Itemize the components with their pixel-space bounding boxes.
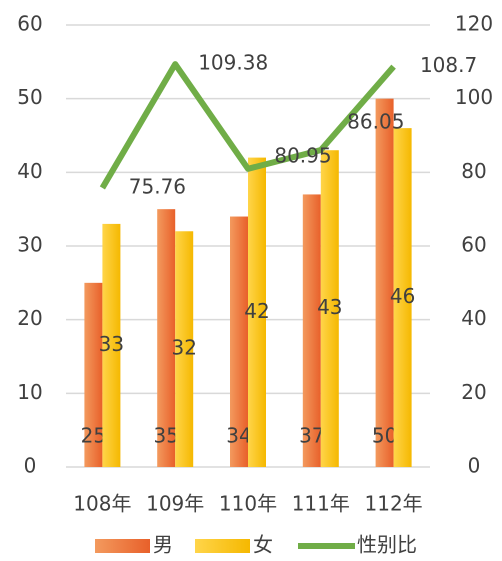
x-tick-label: 109年 xyxy=(146,492,204,516)
y-tick-label: 20 xyxy=(17,306,42,330)
legend-swatch xyxy=(95,539,150,553)
bar xyxy=(375,98,394,468)
y2-tick-label: 0 xyxy=(468,454,481,478)
bar xyxy=(102,223,121,467)
y-tick-label: 30 xyxy=(17,233,42,257)
bar xyxy=(393,128,412,467)
data-label: 37 xyxy=(299,424,324,448)
y-tick-label: 10 xyxy=(17,380,42,404)
data-label: 25 xyxy=(81,424,106,448)
bar xyxy=(157,209,176,467)
bar xyxy=(248,157,266,467)
line-label: 75.76 xyxy=(129,174,186,198)
bar xyxy=(175,231,194,467)
legend-label: 男 xyxy=(153,533,173,557)
x-tick-label: 110年 xyxy=(219,492,277,516)
data-label: 46 xyxy=(390,284,415,308)
x-tick-label: 108年 xyxy=(73,492,131,516)
bar xyxy=(230,216,248,467)
bar xyxy=(84,282,103,467)
y-tick-label: 50 xyxy=(17,85,42,109)
data-label: 34 xyxy=(226,424,251,448)
x-tick-label: 111年 xyxy=(292,492,350,516)
y2-tick-label: 20 xyxy=(461,380,486,404)
y-tick-label: 0 xyxy=(24,454,37,478)
line xyxy=(99,61,396,190)
y2-tick-label: 80 xyxy=(461,159,486,183)
legend-label: 性别比 xyxy=(357,533,417,557)
data-label: 50 xyxy=(372,424,397,448)
data-label: 35 xyxy=(153,424,178,448)
bar xyxy=(320,150,339,467)
legend-swatch xyxy=(195,539,250,553)
line-label: 86.05 xyxy=(347,110,404,134)
bar xyxy=(302,194,321,467)
data-label: 43 xyxy=(317,295,342,319)
y-tick-label: 60 xyxy=(17,12,42,36)
legend-label: 女 xyxy=(253,533,273,557)
y2-tick-label: 60 xyxy=(461,233,486,257)
data-label: 33 xyxy=(99,332,124,356)
line-label: 80.95 xyxy=(274,143,331,167)
x-tick-label: 112年 xyxy=(365,492,423,516)
y2-tick-label: 40 xyxy=(461,306,486,330)
y2-tick-label: 100 xyxy=(455,85,493,109)
data-label: 32 xyxy=(171,336,196,360)
y2-tick-label: 120 xyxy=(455,12,493,36)
line-label: 109.38 xyxy=(198,51,268,75)
y-tick-label: 40 xyxy=(17,159,42,183)
line-label: 108.7 xyxy=(420,53,477,77)
data-label: 42 xyxy=(244,299,269,323)
